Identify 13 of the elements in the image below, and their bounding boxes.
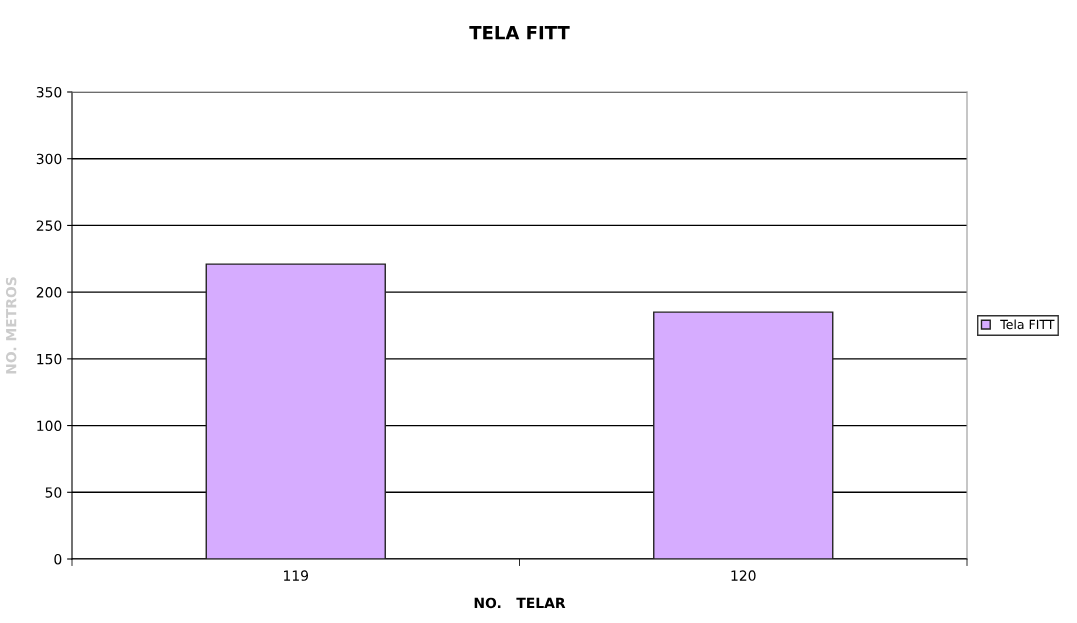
legend-label: Tela FITT <box>1000 319 1055 330</box>
y-tick-label: 50 <box>45 487 62 498</box>
chart-title: TELA FITT <box>469 26 570 40</box>
y-tick-label: 250 <box>36 220 62 231</box>
x-axis-title: NO. TELAR <box>474 597 566 609</box>
x-tick-label: 120 <box>731 570 756 581</box>
y-tick-label: 150 <box>37 353 62 365</box>
y-tick-label: 300 <box>36 153 62 165</box>
x-tick-label: 119 <box>284 570 309 581</box>
y-tick-label: 0 <box>54 553 62 565</box>
y-tick-label: 100 <box>37 420 62 432</box>
y-tick-label: 350 <box>36 86 62 98</box>
y-tick-label: 200 <box>36 287 62 298</box>
